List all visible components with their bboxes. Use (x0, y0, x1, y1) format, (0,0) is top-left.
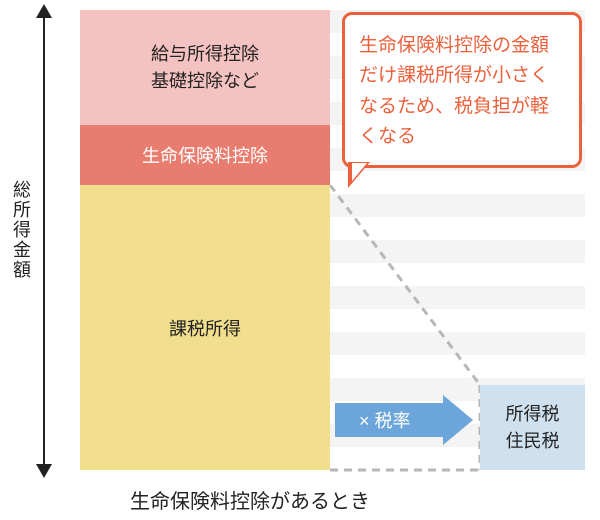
block-salary-deduction: 給与所得控除基礎控除など (80, 10, 330, 125)
y-axis-arrow-down-icon (36, 464, 52, 478)
diagram-canvas: 総所得金額 給与所得控除基礎控除など 生命保険料控除 課税所得 × 税率 所得税… (0, 0, 600, 520)
callout-tail-inner-icon (352, 163, 367, 181)
block-taxable-income: 課税所得 (80, 185, 330, 470)
y-axis-label: 総所得金額 (8, 180, 34, 280)
callout-box: 生命保険料控除の金額だけ課税所得が小さくなるため、税負担が軽くなる (342, 12, 582, 168)
tax-output-block: 所得税 住民税 (480, 385, 585, 470)
diagram-caption: 生命保険料控除があるとき (130, 485, 370, 514)
block-life-insurance-deduction: 生命保険料控除 (80, 125, 330, 185)
block-taxable-income-label: 課税所得 (169, 315, 241, 341)
rate-arrow: × 税率 (335, 395, 475, 445)
tax-output-line2: 住民税 (506, 428, 560, 455)
block-salary-deduction-label: 給与所得控除基礎控除など (151, 41, 259, 95)
callout-text: 生命保険料控除の金額だけ課税所得が小さくなるため、税負担が軽くなる (359, 35, 549, 147)
tax-output-line1: 所得税 (506, 401, 560, 428)
rate-arrow-label: × 税率 (359, 407, 411, 433)
rate-arrow-head-icon (443, 395, 473, 445)
y-axis-line (43, 10, 45, 470)
block-life-insurance-deduction-label: 生命保険料控除 (142, 142, 268, 168)
